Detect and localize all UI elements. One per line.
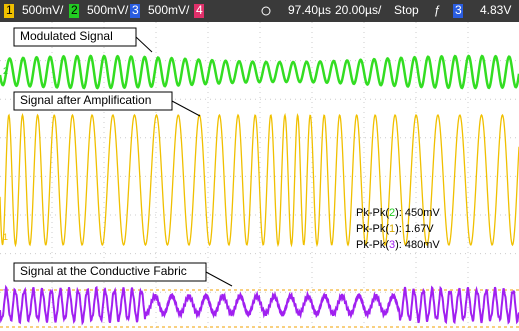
trigger-channel: 3 [455, 3, 462, 17]
channel-scale: 500mV/ [148, 3, 190, 17]
trigger-delay: 97.40µs [288, 3, 331, 17]
time-scale: 20.00µs/ [335, 3, 382, 17]
channel-number: 1 [6, 3, 13, 17]
oscilloscope-screen: 1 500mV/ 2 500mV/ 3 500mV/ 4 97.40µs 20.… [0, 0, 519, 331]
arrow [136, 37, 152, 52]
measurement-prefix: Pk-Pk( [356, 223, 389, 235]
measurement: Pk-Pk(2): 450mV [356, 207, 440, 219]
measurement-suffix: ): 480mV [395, 239, 440, 251]
waveform [0, 115, 519, 245]
measurement: Pk-Pk(1): 1.67V [356, 223, 434, 235]
signal-label: Signal at the Conductive Fabric [20, 264, 187, 278]
channel-number: 4 [196, 3, 203, 17]
measurement-prefix: Pk-Pk( [356, 207, 389, 219]
arrow [206, 272, 232, 286]
signal-label: Modulated Signal [20, 29, 113, 43]
measurement-suffix: ): 450mV [395, 207, 440, 219]
trigger-slope: ƒ [434, 3, 441, 17]
channel-number: 2 [71, 3, 78, 17]
side-marker: 1 [3, 232, 8, 242]
arrow [172, 101, 200, 116]
side-marker: T [3, 288, 9, 298]
channel-number: 3 [132, 3, 139, 17]
measurement-suffix: ): 1.67V [395, 223, 434, 235]
display: 1 500mV/ 2 500mV/ 3 500mV/ 4 97.40µs 20.… [0, 0, 519, 331]
channel-scale: 500mV/ [22, 3, 64, 17]
trigger-level: 4.83V [480, 3, 511, 17]
measurement-prefix: Pk-Pk( [356, 239, 389, 251]
signal-label: Signal after Amplification [20, 93, 151, 107]
channel-scale: 500mV/ [87, 3, 129, 17]
run-state: Stop [394, 3, 419, 17]
measurement: Pk-Pk(3): 480mV [356, 239, 440, 251]
side-marker: 2 [3, 66, 8, 76]
